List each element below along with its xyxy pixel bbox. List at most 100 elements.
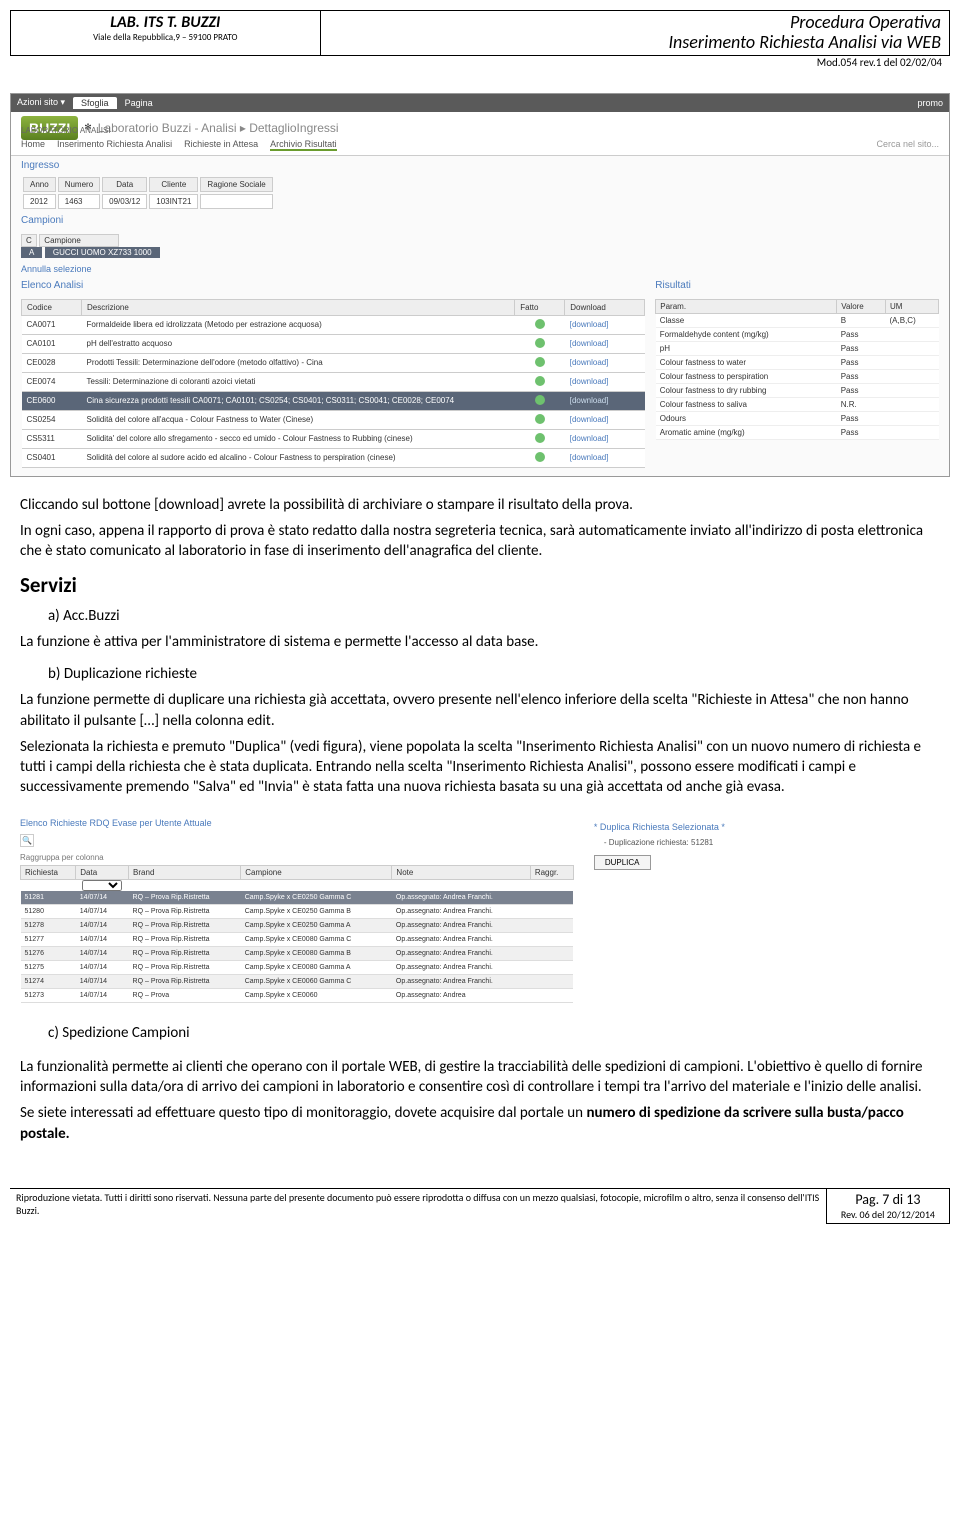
download-link[interactable]: [download]: [570, 415, 609, 424]
status-dot-icon: [535, 395, 545, 405]
main-nav: Home Inserimento Richiesta Analisi Richi…: [11, 135, 949, 156]
tab-pagina[interactable]: Pagina: [125, 98, 153, 108]
richieste-col[interactable]: Raggr.: [530, 865, 573, 879]
richieste-table: RichiestaDataBrandCampioneNoteRaggr. 512…: [20, 865, 574, 1003]
item-b-text2: Selezionata la richiesta e premuto "Dupl…: [20, 737, 940, 798]
tab-sfoglia[interactable]: Sfoglia: [73, 97, 117, 109]
duplica-button[interactable]: DUPLICA: [594, 855, 651, 870]
richieste-row[interactable]: 5127514/07/14RQ – Prova Rip.RistrettaCam…: [21, 960, 574, 974]
ingresso-col: Anno: [23, 177, 56, 192]
lab-address: Viale della Repubblica,9 – 59100 PRATO: [19, 32, 312, 43]
camp-value[interactable]: GUCCI UOMO XZ733 1000: [45, 247, 160, 258]
richieste-row[interactable]: 5128114/07/14RQ – Prova Rip.RistrettaCam…: [21, 891, 574, 905]
analisi-row[interactable]: CS0401Solidità del colore al sudore acid…: [22, 448, 645, 467]
analisi-col: Codice: [22, 299, 82, 315]
nav-attesa[interactable]: Richieste in Attesa: [184, 139, 258, 151]
analisi-row[interactable]: CS5311Solidita' del colore allo sfregame…: [22, 429, 645, 448]
nav-inserimento[interactable]: Inserimento Richiesta Analisi: [57, 139, 172, 151]
ss2-title-right: * Duplica Richiesta Selezionata *: [594, 822, 940, 832]
ss2-title-left: Elenco Richieste RDQ Evase per Utente At…: [20, 818, 574, 828]
risultati-row: Colour fastness to salivaN.R.: [656, 397, 939, 411]
section-ingresso: Ingresso: [11, 156, 949, 175]
duplica-subtitle: - Duplicazione richiesta: 51281: [604, 838, 940, 847]
sharepoint-ribbon: Azioni sito ▾ Sfoglia Pagina promo: [11, 94, 949, 112]
analisi-row[interactable]: CS0254Solidità del colore all'acqua - Co…: [22, 410, 645, 429]
item-c-label: c) Spedizione Campioni: [20, 1023, 940, 1043]
item-c-text2: Se siete interessati ad effettuare quest…: [20, 1103, 940, 1144]
richieste-col[interactable]: Richiesta: [21, 865, 76, 879]
search-icon[interactable]: 🔍: [20, 834, 34, 847]
camp-c-label: C: [21, 234, 37, 247]
screenshot-duplica: Elenco Richieste RDQ Evase per Utente At…: [20, 818, 940, 1003]
lab-title: LAB. ITS T. BUZZI: [19, 13, 312, 32]
body-content: Cliccando sul bottone [download] avrete …: [0, 481, 960, 812]
risultati-col: Valore: [837, 299, 886, 313]
risultati-row: Colour fastness to perspirationPass: [656, 369, 939, 383]
para-email: In ogni caso, appena il rapporto di prov…: [20, 521, 940, 562]
status-dot-icon: [535, 414, 545, 424]
section-risultati: Risultati: [655, 276, 939, 295]
richieste-row[interactable]: 5128014/07/14RQ – Prova Rip.RistrettaCam…: [21, 904, 574, 918]
ingresso-cell: 1463: [58, 194, 100, 209]
richieste-row[interactable]: 5127614/07/14RQ – Prova Rip.RistrettaCam…: [21, 946, 574, 960]
ingresso-table: AnnoNumeroDataClienteRagione Sociale 201…: [21, 175, 275, 211]
status-dot-icon: [535, 452, 545, 462]
item-b-label: b) Duplicazione richieste: [20, 664, 940, 684]
download-link[interactable]: [download]: [570, 453, 609, 462]
analisi-row[interactable]: CA0071Formaldeide libera ed idrolizzata …: [22, 315, 645, 334]
ingresso-col: Ragione Sociale: [200, 177, 272, 192]
status-dot-icon: [535, 319, 545, 329]
analisi-row[interactable]: CE0600Cina sicurezza prodotti tessili CA…: [22, 391, 645, 410]
richieste-col[interactable]: Campione: [241, 865, 392, 879]
risultati-col: Param.: [656, 299, 837, 313]
annulla-link[interactable]: Annulla selezione: [11, 262, 102, 276]
download-link[interactable]: [download]: [570, 320, 609, 329]
procedure-title-1: Procedura Operativa: [329, 13, 941, 33]
richieste-col[interactable]: Data: [76, 865, 129, 879]
richieste-row[interactable]: 5127814/07/14RQ – Prova Rip.RistrettaCam…: [21, 918, 574, 932]
nav-archivio[interactable]: Archivio Risultati: [270, 139, 337, 151]
status-dot-icon: [535, 376, 545, 386]
search-input[interactable]: Cerca nel sito...: [876, 139, 939, 151]
item-b-text1: La funzione permette di duplicare una ri…: [20, 690, 940, 731]
risultati-table: Param.ValoreUM ClasseB(A,B,C)Formaldehyd…: [655, 299, 939, 440]
site-actions-menu[interactable]: Azioni sito ▾: [17, 97, 65, 108]
download-link[interactable]: [download]: [570, 339, 609, 348]
richieste-col[interactable]: Brand: [129, 865, 241, 879]
risultati-row: Aromatic amine (mg/kg)Pass: [656, 425, 939, 439]
analisi-row[interactable]: CA0101pH dell'estratto acquoso[download]: [22, 334, 645, 353]
document-revision: Mod.054 rev.1 del 02/02/04: [0, 56, 960, 89]
download-link[interactable]: [download]: [570, 434, 609, 443]
analisi-col: Download: [565, 299, 645, 315]
group-by-label: Raggruppa per colonna: [20, 853, 574, 862]
date-filter[interactable]: [82, 880, 122, 891]
risultati-row: Colour fastness to waterPass: [656, 355, 939, 369]
risultati-row: ClasseB(A,B,C): [656, 313, 939, 327]
camp-header: Campione: [39, 234, 119, 247]
analisi-row[interactable]: CE0074Tessili: Determinazione di coloran…: [22, 372, 645, 391]
ingresso-col: Numero: [58, 177, 100, 192]
risultati-row: pHPass: [656, 341, 939, 355]
status-dot-icon: [535, 433, 545, 443]
document-footer: Riproduzione vietata. Tutti i diritti so…: [10, 1188, 950, 1224]
ingresso-col: Cliente: [149, 177, 198, 192]
section-campioni: Campioni: [11, 211, 949, 230]
analisi-col: Fatto: [515, 299, 565, 315]
footer-revision: Rev. 06 del 20/12/2014: [841, 1208, 935, 1221]
item-a-label: a) Acc.Buzzi: [20, 606, 940, 626]
richieste-row[interactable]: 5127314/07/14RQ – ProvaCamp.Spyke x CE00…: [21, 988, 574, 1002]
promo-link[interactable]: promo: [917, 98, 943, 108]
camp-a-label: A: [21, 247, 42, 258]
richieste-row[interactable]: 5127714/07/14RQ – Prova Rip.RistrettaCam…: [21, 932, 574, 946]
page-number: Pag. 7 di 13: [841, 1191, 935, 1208]
item-a-text: La funzione è attiva per l'amministrator…: [20, 632, 940, 652]
nav-home[interactable]: Home: [21, 139, 45, 151]
download-link[interactable]: [download]: [570, 396, 609, 405]
richieste-row[interactable]: 5127414/07/14RQ – Prova Rip.RistrettaCam…: [21, 974, 574, 988]
download-link[interactable]: [download]: [570, 377, 609, 386]
analisi-row[interactable]: CE0028Prodotti Tessili: Determinazione d…: [22, 353, 645, 372]
para-download: Cliccando sul bottone [download] avrete …: [20, 495, 940, 515]
richieste-col[interactable]: Note: [392, 865, 530, 879]
procedure-title-2: Inserimento Richiesta Analisi via WEB: [329, 33, 941, 53]
download-link[interactable]: [download]: [570, 358, 609, 367]
